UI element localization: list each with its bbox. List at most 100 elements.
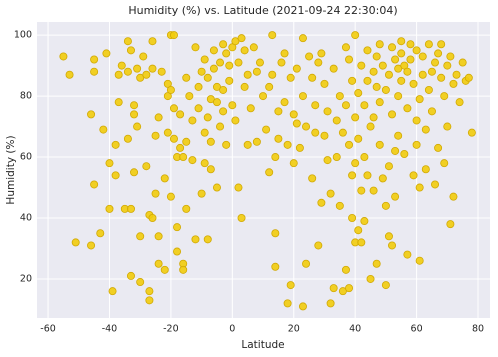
- point: [151, 131, 160, 140]
- point: [111, 140, 120, 149]
- point: [197, 189, 206, 198]
- point: [302, 259, 311, 268]
- point: [203, 113, 212, 122]
- point: [148, 214, 157, 223]
- point: [200, 159, 209, 168]
- point: [397, 49, 406, 58]
- point: [130, 110, 139, 119]
- point: [372, 82, 381, 91]
- point: [142, 70, 151, 79]
- point: [295, 143, 304, 152]
- point: [378, 174, 387, 183]
- point: [418, 52, 427, 61]
- point: [145, 296, 154, 305]
- point: [136, 278, 145, 287]
- point: [360, 217, 369, 226]
- point: [335, 92, 344, 101]
- point: [421, 165, 430, 174]
- point: [234, 58, 243, 67]
- point: [154, 113, 163, 122]
- point: [431, 58, 440, 67]
- point: [219, 85, 228, 94]
- point: [345, 140, 354, 149]
- point: [467, 128, 476, 137]
- point: [240, 82, 249, 91]
- point: [335, 201, 344, 210]
- y-tick-label: 100: [14, 30, 32, 41]
- point: [188, 116, 197, 125]
- point: [394, 92, 403, 101]
- x-tick-label: 40: [349, 324, 361, 335]
- point: [277, 58, 286, 67]
- point: [381, 201, 390, 210]
- point: [357, 186, 366, 195]
- point: [203, 235, 212, 244]
- point: [191, 43, 200, 52]
- point: [286, 73, 295, 82]
- point: [114, 98, 123, 107]
- point: [209, 46, 218, 55]
- point: [123, 37, 132, 46]
- point: [179, 153, 188, 162]
- point: [449, 192, 458, 201]
- point: [397, 76, 406, 85]
- point: [348, 214, 357, 223]
- point: [274, 107, 283, 116]
- point: [292, 64, 301, 73]
- point: [437, 73, 446, 82]
- point: [225, 61, 234, 70]
- point: [384, 70, 393, 79]
- point: [219, 107, 228, 116]
- points: [59, 31, 476, 311]
- point: [111, 171, 120, 180]
- point: [427, 67, 436, 76]
- point: [234, 183, 243, 192]
- point: [216, 122, 225, 131]
- point: [126, 204, 135, 213]
- point: [326, 299, 335, 308]
- point: [268, 31, 277, 40]
- point: [384, 232, 393, 241]
- point: [409, 171, 418, 180]
- point: [176, 143, 185, 152]
- point: [123, 67, 132, 76]
- point: [329, 284, 338, 293]
- point: [206, 165, 215, 174]
- point: [446, 220, 455, 229]
- point: [126, 271, 135, 280]
- point: [231, 116, 240, 125]
- point: [289, 159, 298, 168]
- point: [415, 183, 424, 192]
- point: [139, 52, 148, 61]
- point: [357, 61, 366, 70]
- point: [446, 52, 455, 61]
- point: [391, 146, 400, 155]
- y-axis-label: Humidity (%): [5, 135, 17, 204]
- point: [394, 131, 403, 140]
- point: [176, 110, 185, 119]
- point: [381, 85, 390, 94]
- point: [348, 171, 357, 180]
- point: [200, 128, 209, 137]
- point: [99, 125, 108, 134]
- point: [338, 128, 347, 137]
- point: [440, 92, 449, 101]
- point: [219, 40, 228, 49]
- point: [252, 67, 261, 76]
- point: [400, 149, 409, 158]
- point: [59, 52, 68, 61]
- point: [320, 79, 329, 88]
- point: [381, 281, 390, 290]
- point: [311, 128, 320, 137]
- point: [87, 110, 96, 119]
- point: [397, 37, 406, 46]
- point: [311, 101, 320, 110]
- point: [375, 40, 384, 49]
- x-tick-label: -60: [40, 324, 56, 335]
- x-tick-label: 20: [288, 324, 300, 335]
- point: [188, 156, 197, 165]
- point: [283, 140, 292, 149]
- point: [388, 110, 397, 119]
- point: [280, 98, 289, 107]
